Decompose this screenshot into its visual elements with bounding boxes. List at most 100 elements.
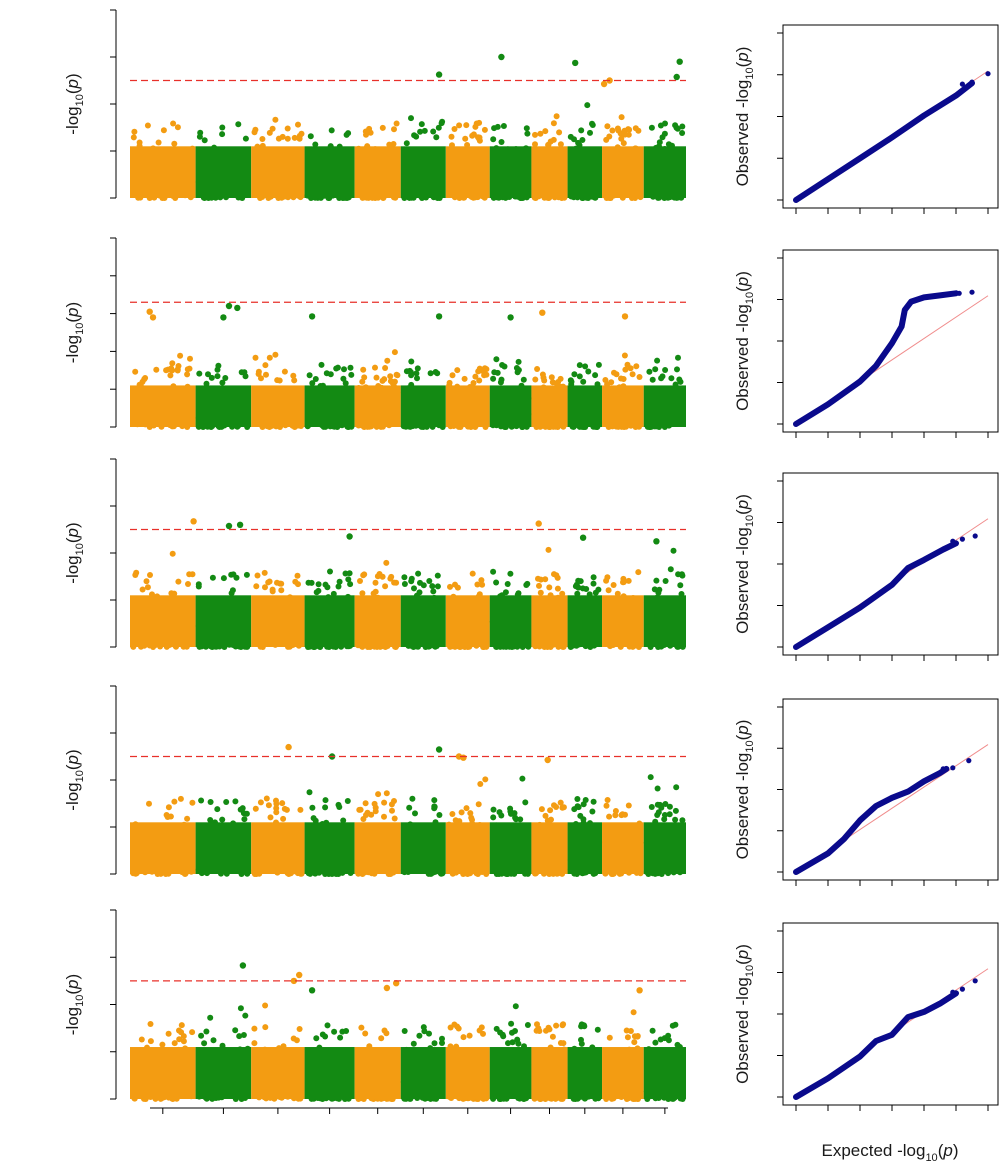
snp-point [647,774,654,781]
snp-point [208,374,215,381]
snp-point [337,1034,344,1041]
snp-point [318,361,325,368]
snp-point [420,1024,427,1031]
snp-point [483,366,490,373]
snp-point [614,125,621,132]
snp-point [207,1014,214,1021]
snp-point [532,376,539,383]
qq-x-axis-title: Expected -log10(p) [821,1141,958,1164]
snp-point [306,789,313,796]
snp-point [557,799,564,806]
chromosome-9-points [531,366,568,430]
snp-point [262,584,268,591]
snp-point [416,1032,423,1039]
snp-point [435,124,442,131]
snp-point [198,1032,205,1039]
snp-point [533,1027,540,1034]
snp-point [391,126,397,133]
snp-point [328,127,335,134]
snp-point [171,590,178,597]
snp-point [360,572,367,579]
snp-point [252,354,259,361]
snp-point [595,361,602,368]
snp-point [263,371,269,378]
snp-point [391,815,398,822]
snp-point [672,816,679,823]
snp-point [581,1023,588,1030]
snp-density-band [130,385,196,427]
snp-point [235,121,242,128]
snp-point [517,816,524,823]
qq-tail-point [940,766,946,772]
snp-point [379,124,386,131]
snp-point [498,376,505,383]
snp-point [371,800,378,807]
snp-point [654,357,661,364]
snp-point [540,374,547,381]
chromosome-9-points [531,799,568,877]
snp-point [504,581,511,587]
peak-snp [225,522,233,530]
snp-point [652,1039,659,1046]
peak-snp [676,58,683,65]
snp-point [360,816,367,822]
snp-density-band [489,822,532,874]
snp-point [167,813,174,820]
snp-point [548,374,555,381]
snp-point [273,805,280,812]
y-axis-title: -log10(p) [63,749,86,810]
snp-point [603,802,610,809]
snp-point [236,1033,243,1040]
snp-point [408,578,415,585]
qq-tail-point [969,289,975,295]
snp-density-band [304,595,355,647]
peak-snp [308,313,316,320]
snp-point [322,797,329,804]
snp-point [560,1040,567,1047]
snp-point [251,1025,258,1032]
snp-point [560,1021,567,1028]
snp-point [411,585,417,592]
snp-point [587,129,593,136]
snp-point [387,373,394,380]
snp-point [469,816,475,823]
peak-snp [149,314,157,321]
snp-point [372,808,379,815]
snp-point [171,798,178,805]
snp-point [420,582,427,589]
chromosome-1-points [130,550,196,650]
snp-point [357,578,363,584]
snp-point [446,379,453,386]
snp-density-band [567,146,603,198]
snp-point [677,582,684,589]
snp-point [523,125,530,132]
snp-point [334,364,341,371]
snp-point [524,130,531,137]
snp-point [383,1030,390,1037]
snp-point [636,374,643,380]
snp-point [296,1026,303,1032]
snp-point [294,572,301,579]
snp-point [347,364,354,371]
snp-point [269,588,276,595]
snp-point [447,583,453,590]
manhattan-plot-aus [110,237,686,430]
snp-point [431,803,438,810]
snp-point [275,135,282,142]
snp-point [622,811,628,818]
chromosome-6-points [400,795,446,877]
snp-point [284,135,291,142]
snp-point [169,550,176,557]
snp-point [472,373,479,380]
snp-point [345,130,352,137]
snp-point [273,800,280,807]
snp-point [651,586,658,593]
peak-snp [621,313,629,320]
snp-point [214,373,221,380]
manhattan-plot-ind [110,458,686,650]
snp-point [679,817,686,824]
snp-point [434,572,441,579]
peak-snp [383,984,391,992]
snp-point [500,123,507,129]
snp-point [536,582,542,589]
